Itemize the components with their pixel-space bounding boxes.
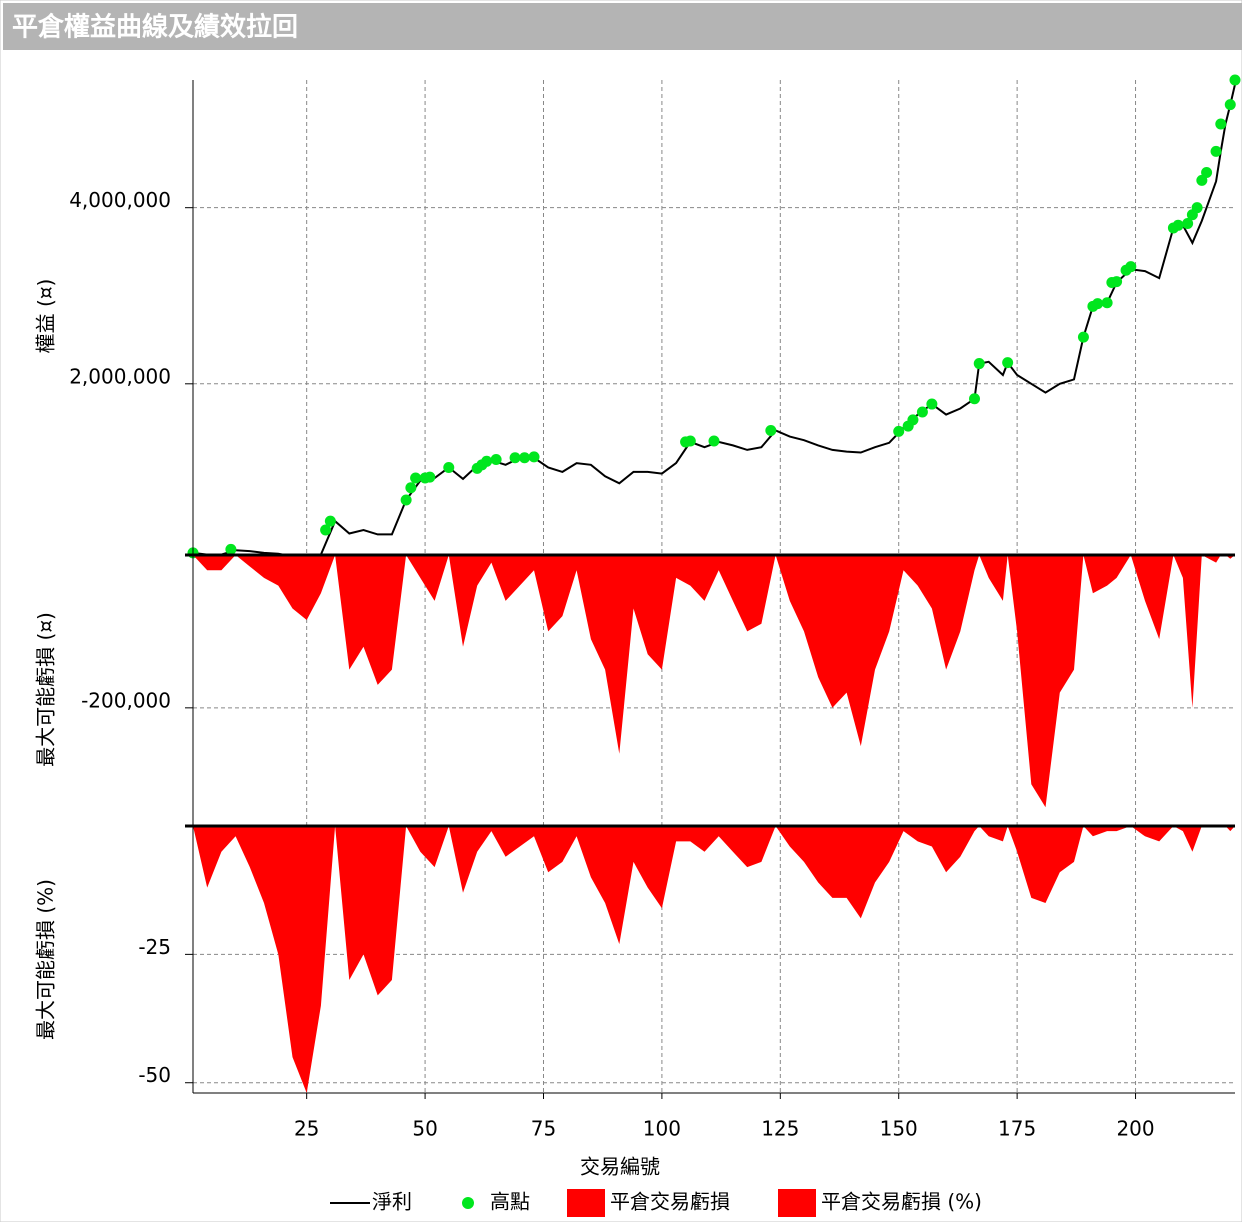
legend-swatch (567, 1189, 605, 1217)
high-point (405, 482, 417, 494)
y-tick-label: -25 (138, 935, 171, 959)
high-point (684, 435, 696, 447)
high-point (1210, 145, 1222, 157)
title-bar (3, 3, 1242, 50)
high-point (509, 452, 521, 464)
high-point (410, 472, 422, 484)
high-point (1229, 74, 1241, 86)
y-tick-label: -50 (138, 1063, 171, 1087)
high-point (225, 543, 237, 555)
y-axis-label: 最大可能虧損 (¤) (34, 612, 58, 767)
drawdown-area (193, 555, 1235, 808)
legend-swatch (462, 1197, 474, 1209)
high-point (1215, 118, 1227, 130)
x-tick-label: 100 (643, 1117, 681, 1141)
high-point (1002, 357, 1014, 369)
y-tick-label: 4,000,000 (69, 188, 171, 212)
high-point (765, 424, 777, 436)
x-tick-label: 175 (998, 1117, 1036, 1141)
x-tick-label: 200 (1116, 1117, 1154, 1141)
legend-label: 平倉交易虧損 (610, 1190, 730, 1214)
high-point (1092, 298, 1104, 310)
x-tick-label: 50 (412, 1117, 437, 1141)
high-point (490, 454, 502, 466)
high-point (1201, 166, 1213, 178)
x-tick-label: 75 (531, 1117, 556, 1141)
high-point (1182, 218, 1194, 230)
high-point (320, 524, 332, 536)
y-axis-label: 權益 (¤) (34, 279, 58, 354)
high-point (1224, 99, 1236, 111)
y-axis-label: 最大可能虧損 (%) (34, 879, 58, 1040)
high-point (1101, 297, 1113, 309)
high-point (1077, 331, 1089, 343)
x-axis-label: 交易編號 (580, 1155, 660, 1179)
drawdown-area (193, 826, 1235, 1093)
high-point (1111, 276, 1123, 288)
high-point (708, 435, 720, 447)
chart-title: 平倉權益曲線及績效拉回 (12, 12, 298, 43)
high-point (1172, 219, 1184, 231)
high-point (973, 358, 985, 370)
high-point (481, 455, 493, 467)
high-point (907, 414, 919, 426)
high-point (969, 393, 980, 405)
high-point (893, 425, 905, 437)
high-point (528, 451, 540, 463)
high-point (519, 452, 531, 464)
y-tick-label: 2,000,000 (69, 364, 171, 388)
high-point (1196, 174, 1208, 186)
high-point (324, 515, 336, 527)
x-tick-label: 25 (294, 1117, 319, 1141)
legend-swatch (778, 1189, 816, 1217)
x-tick-label: 150 (880, 1117, 918, 1141)
high-point (400, 494, 412, 506)
legend-label: 高點 (490, 1190, 530, 1214)
legend-label: 淨利 (372, 1190, 412, 1214)
legend-label: 平倉交易虧損 (%) (821, 1190, 982, 1214)
high-point (424, 471, 436, 483)
high-point (443, 461, 455, 473)
high-point (916, 406, 928, 418)
high-point (1125, 261, 1137, 273)
x-tick-label: 125 (761, 1117, 799, 1141)
y-tick-label: -200,000 (81, 688, 171, 712)
high-point (926, 398, 938, 410)
high-point (1191, 202, 1203, 214)
